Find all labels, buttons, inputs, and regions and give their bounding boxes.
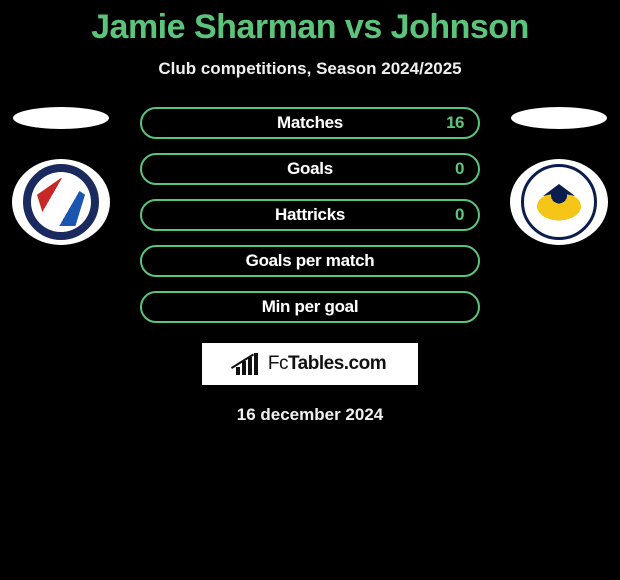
stat-label: Matches [277, 113, 343, 133]
comparison-card: Jamie Sharman vs Johnson Club competitio… [0, 0, 620, 425]
page-title: Jamie Sharman vs Johnson [0, 8, 620, 47]
stat-value-right: 16 [446, 113, 464, 133]
stat-rows: Matches 16 Goals 0 Hattricks 0 Goals per… [140, 107, 480, 323]
stat-row-min-per-goal: Min per goal [140, 291, 480, 323]
right-club-badge [510, 159, 608, 245]
right-player-silhouette [511, 107, 607, 129]
stat-row-goals: Goals 0 [140, 153, 480, 185]
left-club-badge [12, 159, 110, 245]
club-crest-right-icon [521, 164, 597, 240]
left-player-silhouette [13, 107, 109, 129]
date-label: 16 december 2024 [0, 405, 620, 425]
right-player-column [510, 107, 608, 245]
source-logo: FcTables.com [202, 343, 418, 385]
stat-row-hattricks: Hattricks 0 [140, 199, 480, 231]
bar-chart-arrow-icon [234, 353, 262, 375]
stat-value-right: 0 [455, 205, 464, 225]
stat-label: Hattricks [275, 205, 345, 225]
club-crest-left-icon [23, 164, 99, 240]
stat-label: Goals per match [246, 251, 375, 271]
source-logo-text: FcTables.com [268, 353, 386, 375]
stat-label: Goals [287, 159, 333, 179]
comparison-body: Matches 16 Goals 0 Hattricks 0 Goals per… [0, 107, 620, 323]
left-player-column [12, 107, 110, 245]
stat-row-matches: Matches 16 [140, 107, 480, 139]
stat-row-goals-per-match: Goals per match [140, 245, 480, 277]
stat-label: Min per goal [262, 297, 359, 317]
subtitle: Club competitions, Season 2024/2025 [0, 59, 620, 79]
stat-value-right: 0 [455, 159, 464, 179]
